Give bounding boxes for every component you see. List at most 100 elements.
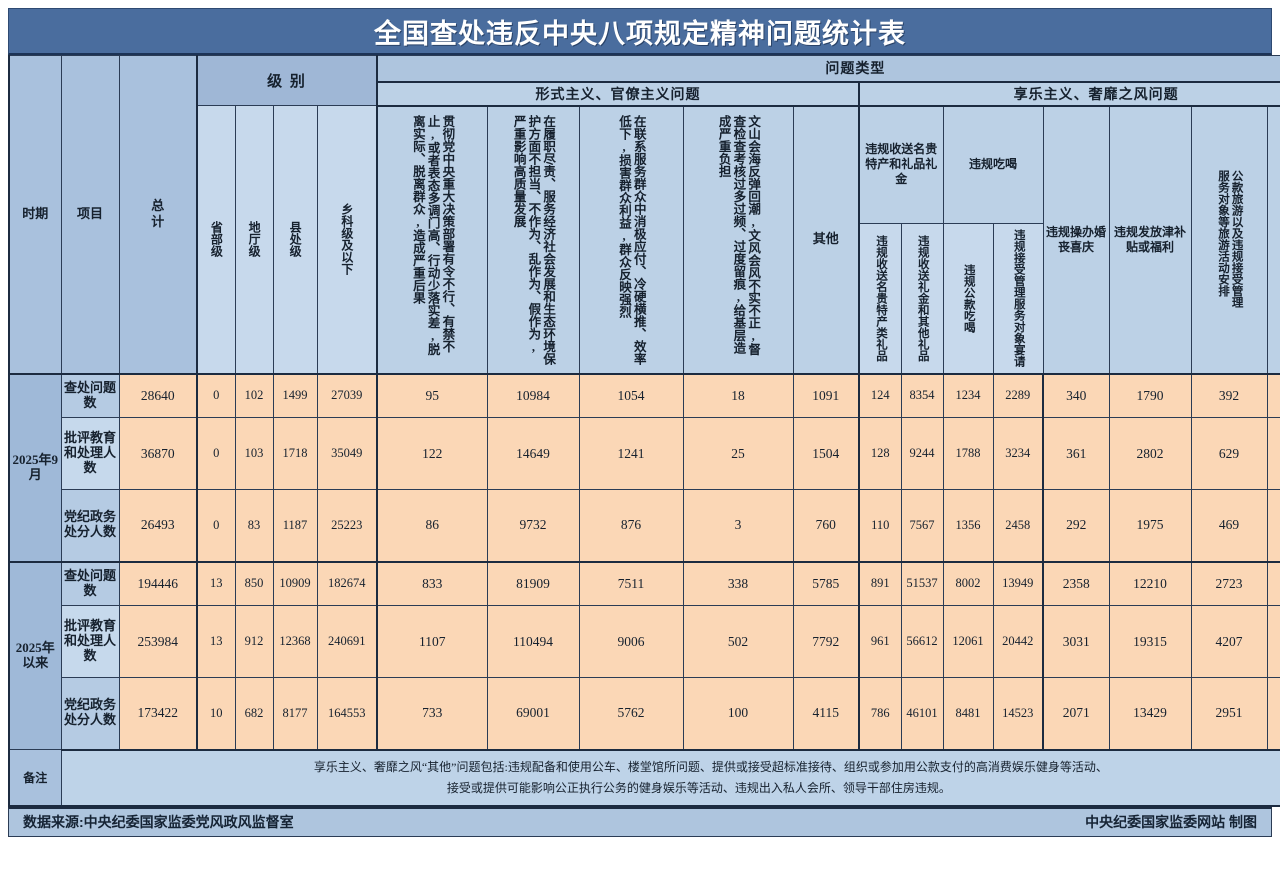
cell-hedonism-2: 12061 bbox=[942, 605, 994, 678]
statistics-table: 时期 项目 总计 级 别 问题类型 形式主义、官僚主义问题 享乐主义、奢靡之风问… bbox=[8, 55, 1280, 807]
header-level-group: 级 别 bbox=[195, 55, 378, 106]
header-level-sheng-bu: 省部级 bbox=[196, 105, 236, 374]
header-formalism-col-2: 在履职尽责、服务经济社会发展和生态环境保护方面不担当、不作为、乱作为、假作为,严… bbox=[486, 105, 580, 374]
header-hedonism-eat-sub-1: 违规公款吃喝 bbox=[942, 223, 994, 374]
cell-level-0: 0 bbox=[196, 372, 236, 418]
cell-hedonism-0: 891 bbox=[858, 560, 902, 606]
period-label-2: 2025年以来 bbox=[8, 560, 62, 750]
cell-formalism-2: 9006 bbox=[578, 605, 684, 678]
cell-hedonism-2: 1234 bbox=[942, 372, 994, 418]
cell-formalism-2: 1054 bbox=[578, 372, 684, 418]
cell-formalism-2: 7511 bbox=[578, 560, 684, 606]
notes-row: 备注 享乐主义、奢靡之风“其他”问题包括:违规配备和使用公车、楼堂馆所问题、提供… bbox=[8, 749, 1280, 807]
header-hedonism-eat-sub-2: 违规接受管理服务对象宴请 bbox=[992, 223, 1044, 374]
header-group-formalism: 形式主义、官僚主义问题 bbox=[376, 81, 860, 107]
cell-formalism-3: 3 bbox=[682, 489, 794, 562]
cell-formalism-0: 122 bbox=[376, 417, 488, 490]
cell-formalism-2: 5762 bbox=[578, 677, 684, 751]
cell-hedonism-6: 469 bbox=[1190, 489, 1268, 562]
header-hedonism-gift-sub-2: 违规收送礼金和其他礼品 bbox=[900, 223, 944, 374]
cell-total: 36870 bbox=[118, 417, 198, 490]
cell-formalism-other: 760 bbox=[792, 489, 860, 562]
page-title: 全国查处违反中央八项规定精神问题统计表 bbox=[374, 18, 906, 49]
cell-formalism-other: 1091 bbox=[792, 372, 860, 418]
cell-hedonism-2: 8002 bbox=[942, 560, 994, 606]
cell-level-3: 240691 bbox=[316, 605, 378, 678]
notes-line-1: 享乐主义、奢靡之风“其他”问题包括:违规配备和使用公车、楼堂馆所问题、提供或接受… bbox=[313, 759, 1108, 774]
header-item: 项目 bbox=[60, 55, 120, 374]
cell-formalism-1: 14649 bbox=[486, 417, 580, 490]
notes-label: 备注 bbox=[8, 749, 62, 807]
cell-hedonism-0: 786 bbox=[858, 677, 902, 751]
credit-text: 中央纪委国家监委网站 制图 bbox=[1085, 814, 1257, 830]
cell-level-0: 0 bbox=[196, 489, 236, 562]
cell-hedonism-1: 8354 bbox=[900, 372, 944, 418]
table-row: 2025年9月 查处问题数 28640 0 102 1499 27039 95 … bbox=[8, 372, 1280, 562]
cell-level-3: 25223 bbox=[316, 489, 378, 562]
cell-hedonism-3: 2458 bbox=[992, 489, 1044, 562]
table-row: 2025年以来 查处问题数 194446 13 850 10909 182674… bbox=[8, 560, 1280, 750]
header-hedonism-gift-group: 违规收送名贵特产和礼品礼金 bbox=[858, 105, 944, 224]
cell-hedonism-5: 1975 bbox=[1108, 489, 1192, 562]
cell-formalism-other: 5785 bbox=[792, 560, 860, 606]
cell-hedonism-4: 3031 bbox=[1042, 605, 1110, 678]
header-level-di-ting: 地厅级 bbox=[234, 105, 274, 374]
header-hedonism-other: 其他 bbox=[1266, 105, 1280, 374]
header-period: 时期 bbox=[8, 55, 62, 374]
cell-level-2: 1187 bbox=[272, 489, 318, 562]
header-total-label: 总计 bbox=[151, 198, 165, 230]
header-level-xian-chu: 县处级 bbox=[272, 105, 318, 374]
header-row-hedonism-subs: 违规收送名贵特产类礼品 违规收送礼金和其他礼品 违规公款吃喝 违规接受管理服务对… bbox=[9, 223, 1280, 374]
header-hedonism-allowance: 违规发放津补贴或福利 bbox=[1108, 105, 1192, 374]
table-row: 党纪政务处分人数 26493 0 83 1187 25223 86 9732 8… bbox=[9, 489, 1280, 562]
row-label: 批评教育和处理人数 bbox=[60, 605, 120, 678]
cell-hedonism-6: 2723 bbox=[1190, 560, 1268, 606]
cell-hedonism-1: 46101 bbox=[900, 677, 944, 751]
period-label-1: 2025年9月 bbox=[8, 372, 62, 562]
cell-level-3: 27039 bbox=[316, 372, 378, 418]
cell-hedonism-7: 8454 bbox=[1266, 605, 1280, 678]
cell-hedonism-0: 961 bbox=[858, 605, 902, 678]
cell-hedonism-0: 128 bbox=[858, 417, 902, 490]
cell-level-1: 682 bbox=[234, 677, 274, 751]
cell-hedonism-7: 5369 bbox=[1266, 677, 1280, 751]
cell-formalism-3: 18 bbox=[682, 372, 794, 418]
cell-total: 26493 bbox=[118, 489, 198, 562]
cell-hedonism-5: 12210 bbox=[1108, 560, 1192, 606]
cell-formalism-3: 100 bbox=[682, 677, 794, 751]
cell-hedonism-4: 2071 bbox=[1042, 677, 1110, 751]
cell-hedonism-5: 13429 bbox=[1108, 677, 1192, 751]
cell-formalism-0: 833 bbox=[376, 560, 488, 606]
cell-hedonism-2: 8481 bbox=[942, 677, 994, 751]
cell-formalism-0: 1107 bbox=[376, 605, 488, 678]
row-label: 查处问题数 bbox=[60, 560, 120, 606]
cell-level-1: 103 bbox=[234, 417, 274, 490]
header-formalism-col-4: 文山会海反弹回潮,文风会风不实不正,督查检查考核过多过频、过度留痕,给基层造成严… bbox=[682, 105, 794, 374]
cell-hedonism-3: 2289 bbox=[992, 372, 1044, 418]
cell-formalism-2: 876 bbox=[578, 489, 684, 562]
cell-hedonism-1: 51537 bbox=[900, 560, 944, 606]
cell-hedonism-1: 56612 bbox=[900, 605, 944, 678]
cell-formalism-1: 69001 bbox=[486, 677, 580, 751]
header-total: 总计 bbox=[118, 55, 198, 374]
table-row: 批评教育和处理人数 36870 0 103 1718 35049 122 146… bbox=[9, 417, 1280, 490]
cell-level-1: 912 bbox=[234, 605, 274, 678]
header-formalism-col-other: 其他 bbox=[792, 105, 860, 374]
page-title-bar: 全国查处违反中央八项规定精神问题统计表 bbox=[8, 8, 1272, 55]
row-label: 查处问题数 bbox=[60, 372, 120, 418]
cell-hedonism-3: 3234 bbox=[992, 417, 1044, 490]
cell-total: 194446 bbox=[118, 560, 198, 606]
cell-formalism-0: 86 bbox=[376, 489, 488, 562]
cell-hedonism-7: 809 bbox=[1266, 489, 1280, 562]
cell-formalism-3: 25 bbox=[682, 417, 794, 490]
table-row: 批评教育和处理人数 253984 13 912 12368 240691 110… bbox=[9, 605, 1280, 678]
cell-hedonism-5: 19315 bbox=[1108, 605, 1192, 678]
cell-total: 28640 bbox=[118, 372, 198, 418]
cell-hedonism-3: 14523 bbox=[992, 677, 1044, 751]
row-label: 党纪政务处分人数 bbox=[60, 677, 120, 751]
table-row: 党纪政务处分人数 173422 10 682 8177 164553 733 6… bbox=[9, 677, 1280, 751]
cell-hedonism-2: 1788 bbox=[942, 417, 994, 490]
cell-level-2: 12368 bbox=[272, 605, 318, 678]
cell-level-2: 1718 bbox=[272, 417, 318, 490]
